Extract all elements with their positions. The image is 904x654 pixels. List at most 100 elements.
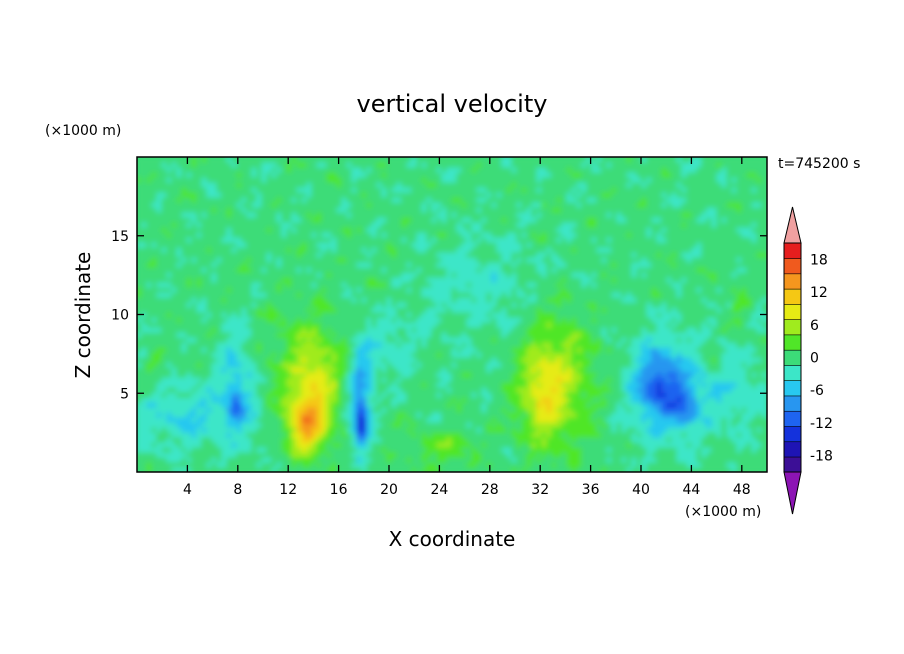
field-cell: [446, 411, 453, 418]
field-cell: [586, 301, 593, 308]
field-cell: [231, 446, 238, 453]
field-cell: [561, 281, 568, 288]
field-cell: [281, 316, 288, 323]
field-cell: [236, 381, 243, 388]
field-cell: [461, 286, 468, 293]
field-cell: [436, 351, 443, 358]
field-cell: [751, 411, 758, 418]
field-cell: [356, 281, 363, 288]
field-cell: [696, 396, 703, 403]
field-cell: [166, 396, 173, 403]
field-cell: [391, 296, 398, 303]
field-cell: [616, 296, 623, 303]
field-cell: [286, 371, 293, 378]
field-cell: [156, 416, 163, 423]
field-cell: [606, 406, 613, 413]
field-cell: [606, 301, 613, 308]
field-cell: [741, 321, 748, 328]
field-cell: [601, 421, 608, 428]
field-cell: [341, 416, 348, 423]
field-cell: [246, 276, 253, 283]
field-cell: [486, 346, 493, 353]
field-cell: [351, 446, 358, 453]
field-cell: [191, 326, 198, 333]
field-cell: [401, 361, 408, 368]
field-cell: [716, 406, 723, 413]
field-cell: [286, 346, 293, 353]
field-cell: [726, 331, 733, 338]
field-cell: [536, 361, 543, 368]
field-cell: [521, 321, 528, 328]
field-cell: [741, 431, 748, 438]
field-cell: [546, 306, 553, 313]
field-cell: [381, 461, 388, 468]
field-cell: [226, 391, 233, 398]
field-cell: [586, 361, 593, 368]
field-cell: [346, 456, 353, 463]
field-cell: [171, 431, 178, 438]
field-cell: [376, 356, 383, 363]
field-cell: [601, 311, 608, 318]
field-cell: [661, 426, 668, 433]
field-cell: [686, 306, 693, 313]
field-cell: [441, 406, 448, 413]
field-cell: [336, 366, 343, 373]
field-cell: [311, 411, 318, 418]
field-cell: [196, 296, 203, 303]
field-cell: [756, 281, 763, 288]
field-cell: [456, 466, 463, 472]
field-cell: [441, 461, 448, 468]
field-cell: [226, 416, 233, 423]
field-cell: [526, 276, 533, 283]
field-cell: [231, 291, 238, 298]
field-cell: [141, 421, 148, 428]
field-cell: [486, 316, 493, 323]
field-cell: [246, 391, 253, 398]
field-cell: [506, 381, 513, 388]
field-cell: [361, 411, 368, 418]
field-cell: [356, 306, 363, 313]
field-cell: [201, 341, 208, 348]
field-cell: [301, 306, 308, 313]
field-cell: [271, 311, 278, 318]
field-cell: [366, 271, 373, 278]
field-cell: [151, 336, 158, 343]
field-cell: [146, 341, 153, 348]
field-cell: [306, 296, 313, 303]
field-cell: [326, 456, 333, 463]
field-cell: [221, 366, 228, 373]
field-cell: [736, 416, 743, 423]
field-cell: [476, 416, 483, 423]
field-cell: [706, 431, 713, 438]
field-cell: [721, 371, 728, 378]
field-cell: [356, 426, 363, 433]
field-cell: [731, 276, 738, 283]
field-cell: [721, 466, 728, 472]
field-cell: [456, 311, 463, 318]
field-cell: [751, 356, 758, 363]
field-cell: [686, 356, 693, 363]
field-cell: [411, 441, 418, 448]
field-cell: [551, 401, 558, 408]
field-cell: [506, 446, 513, 453]
field-cell: [666, 326, 673, 333]
field-cell: [516, 461, 523, 468]
field-cell: [496, 461, 503, 468]
field-cell: [176, 426, 183, 433]
field-cell: [411, 431, 418, 438]
field-cell: [196, 306, 203, 313]
field-cell: [311, 346, 318, 353]
field-cell: [571, 411, 578, 418]
field-cell: [341, 421, 348, 428]
field-cell: [556, 441, 563, 448]
field-cell: [531, 281, 538, 288]
field-cell: [236, 386, 243, 393]
field-cell: [316, 276, 323, 283]
field-cell: [431, 426, 438, 433]
field-cell: [646, 351, 653, 358]
field-cell: [416, 336, 423, 343]
field-cell: [381, 306, 388, 313]
field-cell: [381, 401, 388, 408]
field-cell: [431, 451, 438, 458]
field-cell: [531, 331, 538, 338]
